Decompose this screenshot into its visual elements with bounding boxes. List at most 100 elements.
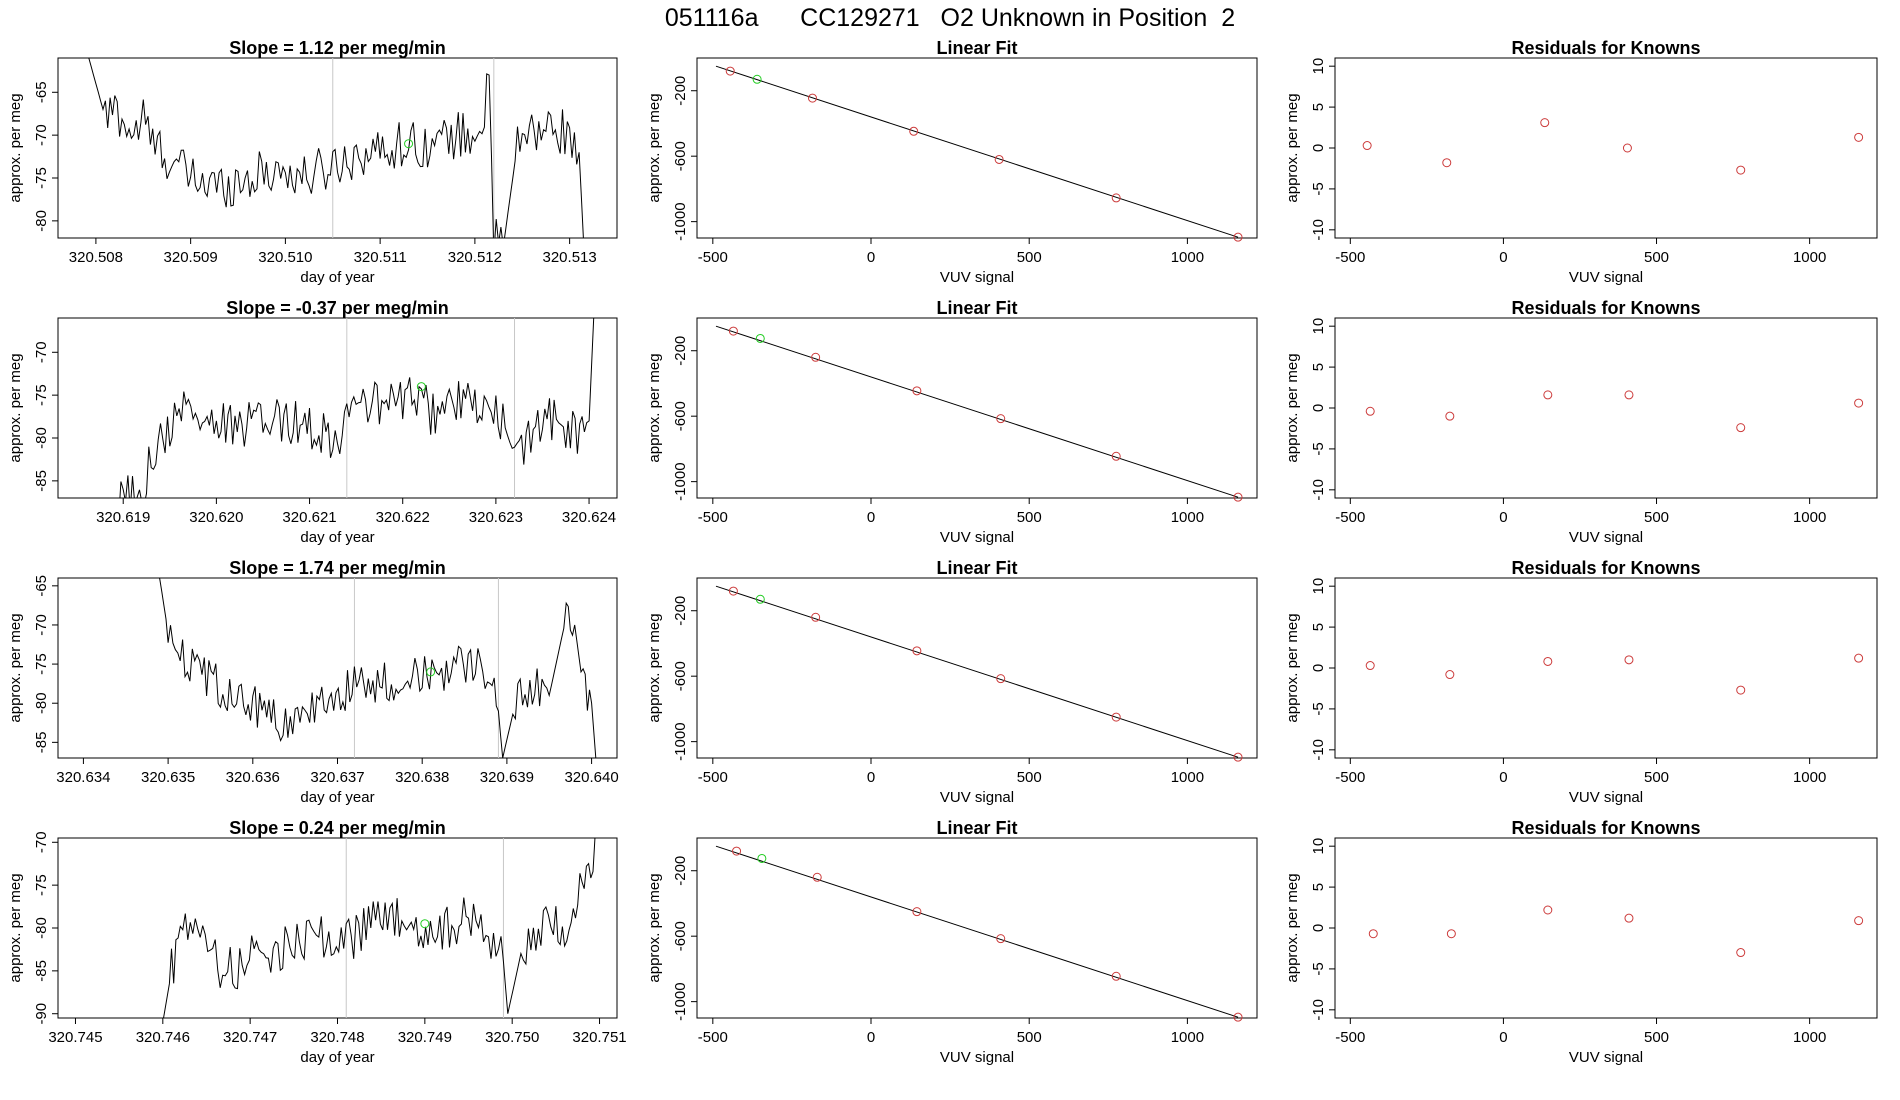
y-axis-label: approx. per meg xyxy=(7,93,24,202)
residual-point xyxy=(1736,685,1746,695)
y-tick-label: -1000 xyxy=(672,462,689,500)
residual-point xyxy=(1445,670,1455,680)
y-tick-label: -600 xyxy=(672,661,689,691)
y-tick-label: -70 xyxy=(33,614,50,636)
y-tick-label: -65 xyxy=(33,575,50,597)
y-axis-label: approx. per meg xyxy=(646,613,663,722)
panel-title: Slope = 1.12 per meg/min xyxy=(229,38,446,58)
panel-title: Residuals for Knowns xyxy=(1511,818,1700,838)
known-point xyxy=(1111,451,1121,461)
x-axis-label: VUV signal xyxy=(1569,529,1643,546)
y-tick-label: -10 xyxy=(1310,479,1327,501)
x-tick-label: 0 xyxy=(867,1029,875,1046)
x-tick-label: 320.510 xyxy=(258,249,312,266)
x-tick-label: -500 xyxy=(698,769,728,786)
x-tick-label: 320.509 xyxy=(164,249,218,266)
x-tick-label: 320.750 xyxy=(485,1029,539,1046)
x-tick-label: 0 xyxy=(1499,1029,1507,1046)
y-tick-label: 10 xyxy=(1310,838,1327,855)
y-tick-label: 5 xyxy=(1310,363,1327,371)
x-tick-label: 320.621 xyxy=(282,509,336,526)
y-axis-label: approx. per meg xyxy=(646,873,663,982)
known-point xyxy=(811,612,821,622)
x-tick-label: 1000 xyxy=(1171,769,1204,786)
x-tick-label: 0 xyxy=(867,509,875,526)
x-tick-label: -500 xyxy=(1335,1029,1365,1046)
y-tick-label: -200 xyxy=(672,596,689,626)
y-tick-label: 0 xyxy=(1310,664,1327,672)
known-point xyxy=(912,386,922,396)
x-axis-label: day of year xyxy=(300,789,374,806)
x-tick-label: 500 xyxy=(1017,769,1042,786)
series-line xyxy=(163,838,596,1018)
x-tick-label: 320.746 xyxy=(136,1029,190,1046)
x-tick-label: 320.751 xyxy=(572,1029,626,1046)
residual-point xyxy=(1854,916,1864,926)
x-tick-label: 320.745 xyxy=(48,1029,102,1046)
plot-frame xyxy=(1334,317,1878,499)
series-line xyxy=(119,318,595,498)
x-tick-label: 320.511 xyxy=(354,249,407,266)
known-point xyxy=(1111,193,1121,203)
residual-point xyxy=(1624,913,1634,923)
known-point xyxy=(994,154,1004,164)
panel-3-3: Residuals for Knowns VUV signal approx. pe… xyxy=(1284,558,1878,806)
y-axis-label: approx. per meg xyxy=(7,353,24,462)
known-point xyxy=(996,414,1006,424)
x-axis-label: VUV signal xyxy=(940,269,1014,286)
unknown-point xyxy=(416,382,426,392)
y-tick-label: -200 xyxy=(672,336,689,366)
plot-frame xyxy=(57,57,618,239)
residual-point xyxy=(1543,390,1553,400)
known-point xyxy=(812,872,822,882)
residual-point xyxy=(1543,905,1553,915)
plot-frame xyxy=(1334,577,1878,759)
residual-point xyxy=(1445,411,1455,421)
series-line xyxy=(88,58,584,238)
x-tick-label: 1000 xyxy=(1793,1029,1826,1046)
y-tick-label: -65 xyxy=(33,81,50,103)
y-tick-label: 0 xyxy=(1310,924,1327,932)
unknown-point xyxy=(420,919,430,929)
y-tick-label: 0 xyxy=(1310,404,1327,412)
panel-title: Residuals for Knowns xyxy=(1511,38,1700,58)
y-tick-label: -75 xyxy=(33,874,50,896)
residual-point xyxy=(1540,118,1550,128)
x-tick-label: 320.637 xyxy=(310,769,364,786)
panel-4-3: Residuals for Knowns VUV signal approx. pe… xyxy=(1284,818,1878,1066)
plot-frame xyxy=(1334,57,1878,239)
x-tick-label: 500 xyxy=(1644,249,1669,266)
panel-4-1: Slope = 0.24 per meg/min day of year appro… xyxy=(7,818,627,1066)
fit-line xyxy=(715,325,1239,498)
x-tick-label: 320.640 xyxy=(564,769,618,786)
known-point xyxy=(1233,752,1243,762)
y-tick-label: -90 xyxy=(33,1003,50,1025)
x-axis-label: day of year xyxy=(300,529,374,546)
y-tick-label: -80 xyxy=(33,917,50,939)
x-tick-label: 1000 xyxy=(1793,249,1826,266)
x-tick-label: 320.624 xyxy=(562,509,616,526)
x-tick-label: 320.636 xyxy=(226,769,280,786)
x-tick-label: -500 xyxy=(1335,769,1365,786)
fit-line xyxy=(715,585,1239,758)
x-axis-label: VUV signal xyxy=(940,1049,1014,1066)
y-tick-label: -80 xyxy=(33,427,50,449)
panel-2-2: Linear Fit VUV signal approx. per meg -500 0… xyxy=(646,298,1258,546)
y-tick-label: -600 xyxy=(672,141,689,171)
known-point xyxy=(1233,1012,1243,1022)
y-tick-label: -600 xyxy=(672,921,689,951)
plot-frame xyxy=(696,577,1258,759)
x-tick-label: 500 xyxy=(1017,509,1042,526)
x-axis-label: day of year xyxy=(300,1049,374,1066)
residual-point xyxy=(1854,398,1864,408)
known-point xyxy=(728,326,738,336)
panel-2-3: Residuals for Knowns VUV signal approx. pe… xyxy=(1284,298,1878,546)
residual-point xyxy=(1446,929,1456,939)
panel-title: Linear Fit xyxy=(936,558,1017,578)
panel-title: Residuals for Knowns xyxy=(1511,558,1700,578)
y-tick-label: -75 xyxy=(33,384,50,406)
y-axis-label: approx. per meg xyxy=(7,873,24,982)
known-point xyxy=(732,846,742,856)
plot-frame xyxy=(1334,837,1878,1019)
y-tick-label: 10 xyxy=(1310,58,1327,75)
